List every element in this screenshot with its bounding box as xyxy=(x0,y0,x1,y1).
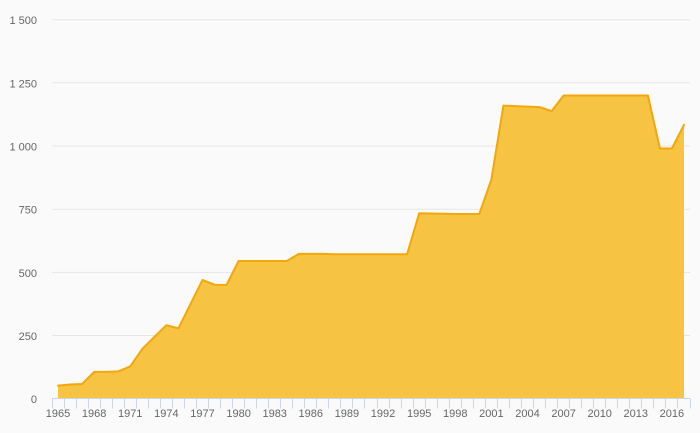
svg-text:2001: 2001 xyxy=(479,408,503,420)
svg-text:1 000: 1 000 xyxy=(9,142,37,154)
svg-text:1977: 1977 xyxy=(190,408,214,420)
svg-text:2016: 2016 xyxy=(660,408,684,420)
svg-text:0: 0 xyxy=(31,394,37,406)
svg-text:750: 750 xyxy=(19,205,37,217)
svg-text:1983: 1983 xyxy=(262,408,286,420)
svg-text:250: 250 xyxy=(19,331,37,343)
svg-text:1986: 1986 xyxy=(299,408,323,420)
svg-text:2013: 2013 xyxy=(624,408,648,420)
svg-text:1989: 1989 xyxy=(335,408,359,420)
svg-text:1 500: 1 500 xyxy=(9,15,37,27)
svg-text:1980: 1980 xyxy=(226,408,250,420)
svg-text:2010: 2010 xyxy=(587,408,611,420)
svg-text:1 250: 1 250 xyxy=(9,78,37,90)
svg-text:1995: 1995 xyxy=(407,408,431,420)
svg-text:1965: 1965 xyxy=(46,408,70,420)
svg-text:2007: 2007 xyxy=(551,408,575,420)
svg-text:1968: 1968 xyxy=(82,408,106,420)
svg-text:1998: 1998 xyxy=(443,408,467,420)
svg-text:1974: 1974 xyxy=(154,408,178,420)
svg-text:2004: 2004 xyxy=(515,408,539,420)
svg-text:500: 500 xyxy=(19,268,37,280)
svg-text:1992: 1992 xyxy=(371,408,395,420)
svg-text:1971: 1971 xyxy=(118,408,142,420)
